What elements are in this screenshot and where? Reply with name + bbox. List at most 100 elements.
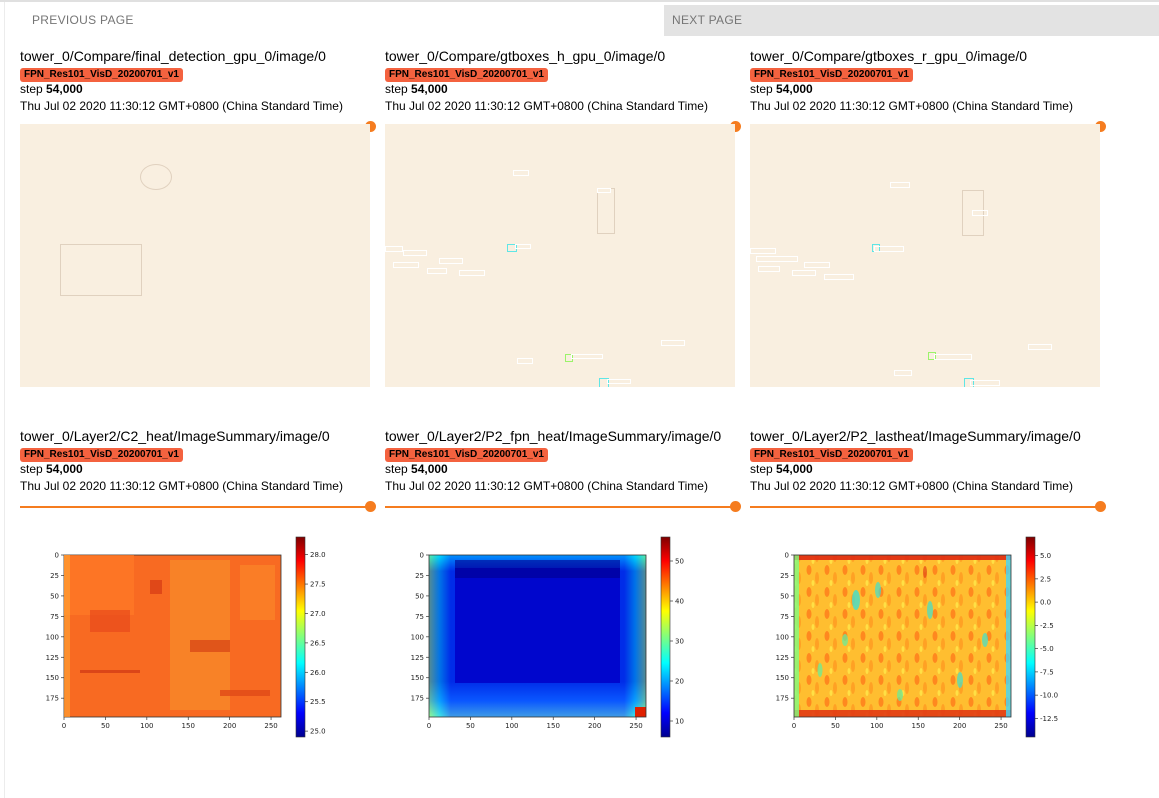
x-tick-label: 0 [62, 722, 66, 730]
step-label: step 54,000 [20, 82, 83, 96]
x-tick-label: 50 [101, 722, 110, 730]
bounding-box [804, 262, 830, 268]
slider-track[interactable] [20, 506, 370, 508]
heatmap-p2-lastheat[interactable]: 0 50 100 150 200 250 0 25 50 75 100 125 150 175 5.0 2.… [750, 520, 1100, 742]
step-slider[interactable] [750, 501, 1106, 513]
y-tick-label: 75 [50, 613, 59, 621]
bounding-box [439, 258, 463, 264]
x-tick-label: 200 [953, 722, 966, 730]
bounding-box [758, 266, 780, 272]
x-tick-label: 150 [182, 722, 195, 730]
colorbar-tick-label: -5.0 [1040, 645, 1054, 653]
x-tick-label: 150 [547, 722, 560, 730]
colorbar-tick-label: 30 [675, 638, 684, 646]
slider-knob[interactable] [730, 501, 741, 512]
y-tick-label: 100 [776, 633, 789, 641]
colorbar-tick-label: -7.5 [1040, 668, 1054, 676]
bounding-box [972, 210, 988, 216]
slider-knob[interactable] [365, 121, 376, 132]
run-badge: FPN_Res101_VisD_20200701_v1 [20, 68, 183, 82]
slider-knob[interactable] [1095, 501, 1106, 512]
terrain-feature [597, 188, 615, 234]
step-slider[interactable] [385, 501, 741, 513]
slider-track[interactable] [750, 506, 1100, 508]
heatmap-texture [794, 555, 1011, 717]
image-card-final-detection: tower_0/Compare/final_detection_gpu_0/im… [20, 47, 376, 133]
y-tick-label: 0 [55, 552, 59, 560]
heatmap-p2-fpn-heat[interactable]: 0 50 100 150 200 250 0 25 50 75 100 125 150 175 50 40 3… [385, 520, 735, 742]
bounding-box [894, 370, 912, 376]
run-badge: FPN_Res101_VisD_20200701_v1 [385, 68, 548, 82]
heatmap-core [455, 568, 620, 683]
bounding-box [403, 250, 427, 256]
top-divider [0, 0, 1159, 2]
run-badge: FPN_Res101_VisD_20200701_v1 [20, 448, 183, 462]
bounding-box [607, 379, 631, 384]
timestamp: Thu Jul 02 2020 11:30:12 GMT+0800 (China… [750, 99, 1073, 113]
previous-page-button[interactable]: PREVIOUS PAGE [32, 13, 134, 27]
colorbar-tick-label: 27.5 [310, 581, 326, 589]
slider-knob[interactable] [1095, 121, 1106, 132]
bounding-box [756, 256, 798, 262]
slider-knob[interactable] [365, 501, 376, 512]
y-tick-label: 125 [776, 654, 789, 662]
colorbar-tick-label: 40 [675, 598, 684, 606]
bounding-box [427, 268, 447, 274]
colorbar [660, 536, 671, 738]
card-title: tower_0/Layer2/P2_fpn_heat/ImageSummary/… [385, 428, 722, 444]
plot-frame [428, 554, 647, 718]
image-card-p2-lastheat: tower_0/Layer2/P2_lastheat/ImageSummary/… [750, 427, 1106, 513]
bounding-box [571, 354, 603, 359]
terrain-feature [962, 190, 984, 236]
y-tick-label: 150 [411, 674, 424, 682]
slider-track[interactable] [385, 506, 735, 508]
heatmap-c2-heat[interactable]: 0 50 100 150 200 250 0 25 50 75 100 125 150 175 28.0 2… [20, 520, 370, 742]
card-title: tower_0/Compare/final_detection_gpu_0/im… [20, 48, 326, 64]
x-tick-label: 150 [912, 722, 925, 730]
card-title: tower_0/Layer2/P2_lastheat/ImageSummary/… [750, 428, 1081, 444]
bounding-box [513, 170, 529, 176]
aerial-image-gtboxes-h[interactable] [385, 124, 735, 387]
bounding-box [964, 378, 974, 387]
y-tick-label: 125 [46, 654, 59, 662]
image-card-p2-fpn-heat: tower_0/Layer2/P2_fpn_heat/ImageSummary/… [385, 427, 741, 513]
y-tick-label: 175 [776, 695, 789, 703]
heatmap-hotspot [635, 707, 646, 717]
bounding-box [824, 274, 854, 280]
step-slider[interactable] [20, 501, 376, 513]
card-title: tower_0/Compare/gtboxes_h_gpu_0/image/0 [385, 48, 666, 64]
bounding-box [459, 270, 485, 276]
bounding-box [874, 246, 904, 252]
y-tick-label: 125 [411, 654, 424, 662]
step-label: step 54,000 [385, 462, 448, 476]
slider-knob[interactable] [730, 121, 741, 132]
y-tick-label: 25 [780, 572, 789, 580]
heatmap-texture [64, 555, 275, 717]
colorbar-tick-label: 25.0 [310, 728, 326, 736]
heatmap-core [455, 560, 620, 578]
aerial-image-gtboxes-r[interactable] [750, 124, 1100, 387]
bounding-box [393, 262, 419, 268]
timestamp: Thu Jul 02 2020 11:30:12 GMT+0800 (China… [20, 99, 343, 113]
aerial-image-final-detection[interactable] [20, 124, 370, 387]
x-tick-label: 0 [427, 722, 431, 730]
next-page-button[interactable]: NEXT PAGE [664, 5, 1159, 36]
colorbar-tick-label: 28.0 [310, 551, 326, 559]
terrain-feature [60, 244, 142, 296]
timestamp: Thu Jul 02 2020 11:30:12 GMT+0800 (China… [750, 479, 1073, 493]
step-label: step 54,000 [20, 462, 83, 476]
y-tick-label: 25 [50, 572, 59, 580]
left-divider [4, 2, 5, 798]
y-tick-label: 100 [411, 633, 424, 641]
y-tick-label: 150 [776, 674, 789, 682]
colorbar-tick-label: 5.0 [1040, 552, 1051, 560]
colorbar-tick-label: 27.0 [310, 610, 326, 618]
bounding-box [597, 188, 611, 193]
y-tick-label: 50 [415, 592, 424, 600]
y-tick-label: 175 [411, 695, 424, 703]
x-tick-label: 200 [588, 722, 601, 730]
colorbar-tick-label: 25.5 [310, 698, 326, 706]
colorbar-tick-label: 20 [675, 678, 684, 686]
bounding-box [928, 352, 936, 360]
colorbar-tick-label: 26.0 [310, 669, 326, 677]
